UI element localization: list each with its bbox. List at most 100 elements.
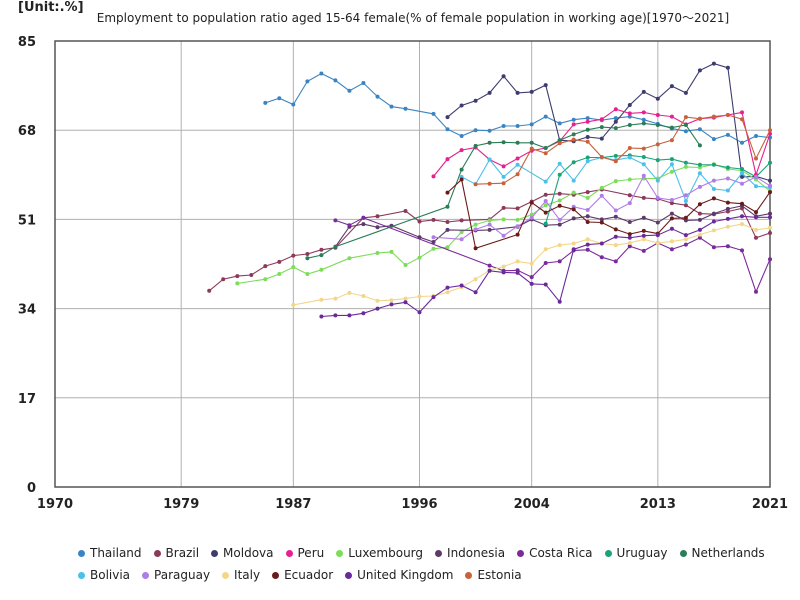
legend-marker <box>517 549 525 557</box>
legend-item[interactable]: Bolivia <box>78 568 130 582</box>
data-point-bolivia <box>740 171 744 176</box>
data-point-moldova <box>725 65 730 70</box>
data-point-peru <box>627 111 632 116</box>
unit-label: [Unit:.%] <box>18 0 84 15</box>
legend-item[interactable]: Indonesia <box>435 546 505 560</box>
legend-label: Luxembourg <box>348 546 424 560</box>
data-point-brazil <box>557 191 562 196</box>
data-point-brazil <box>235 274 240 279</box>
data-point-indonesia <box>725 206 730 211</box>
data-point-united-kingdom <box>669 226 674 231</box>
data-point-bolivia <box>711 187 716 191</box>
data-point-ecuador <box>557 203 562 208</box>
data-point-italy <box>375 298 380 303</box>
legend-item[interactable]: Paraguay <box>142 568 210 582</box>
data-point-thailand <box>361 81 366 85</box>
data-point-estonia <box>613 159 618 164</box>
data-point-brazil <box>543 192 548 197</box>
data-point-indonesia <box>655 220 660 225</box>
data-point-paraguay <box>754 174 758 179</box>
legend-marker <box>679 549 687 557</box>
legend-item[interactable]: Thailand <box>78 546 142 560</box>
data-point-indonesia <box>627 220 632 224</box>
data-point-moldova <box>487 90 492 95</box>
data-point-moldova <box>473 98 478 103</box>
data-point-netherlands <box>543 146 548 150</box>
legend-item[interactable]: Netherlands <box>679 546 765 560</box>
data-point-moldova <box>515 90 520 95</box>
legend-marker <box>211 549 219 557</box>
data-point-costa-rica <box>543 261 548 265</box>
data-point-bolivia <box>571 178 576 183</box>
data-point-netherlands <box>641 121 646 126</box>
data-point-italy <box>291 302 296 307</box>
data-point-brazil <box>417 219 422 224</box>
data-point-luxembourg <box>683 164 688 169</box>
data-point-united-kingdom <box>683 233 688 238</box>
legend-item[interactable]: Peru <box>285 546 324 560</box>
data-point-netherlands <box>557 138 562 143</box>
data-point-ecuador <box>613 227 618 232</box>
data-point-costa-rica <box>711 245 716 250</box>
data-point-netherlands <box>697 143 702 148</box>
data-point-ecuador <box>445 190 450 195</box>
data-point-ecuador <box>585 220 590 224</box>
data-point-united-kingdom <box>740 214 744 219</box>
data-point-united-kingdom <box>599 241 604 246</box>
data-point-thailand <box>529 122 534 127</box>
data-point-bolivia <box>641 162 646 167</box>
legend-item[interactable]: Luxembourg <box>336 546 423 560</box>
legend-item[interactable]: Italy <box>222 568 260 582</box>
data-point-luxembourg <box>501 217 506 222</box>
data-point-netherlands <box>501 140 506 145</box>
data-point-united-kingdom <box>375 306 380 311</box>
data-point-moldova <box>740 174 744 179</box>
x-tick-label: 1970 <box>37 497 73 512</box>
data-point-peru <box>459 148 464 153</box>
data-point-costa-rica <box>529 275 534 280</box>
data-point-paraguay <box>501 233 506 238</box>
y-tick-label: 68 <box>18 124 36 139</box>
data-point-united-kingdom <box>417 310 422 315</box>
data-point-united-kingdom <box>501 270 506 275</box>
data-point-brazil <box>305 252 310 256</box>
data-point-united-kingdom <box>515 270 520 275</box>
data-point-united-kingdom <box>725 216 730 221</box>
legend-label: Paraguay <box>154 568 211 582</box>
legend-item[interactable]: Moldova <box>211 546 274 560</box>
legend-item[interactable]: Estonia <box>465 568 522 582</box>
data-point-netherlands <box>473 143 478 148</box>
data-point-luxembourg <box>515 217 520 222</box>
data-point-united-kingdom <box>711 219 716 224</box>
data-point-estonia <box>740 117 744 122</box>
data-point-paraguay <box>740 181 744 186</box>
legend-item[interactable]: Brazil <box>153 546 199 560</box>
data-point-uruguay <box>725 165 730 170</box>
data-point-luxembourg <box>263 277 268 282</box>
legend-item[interactable]: Costa Rica <box>517 546 593 560</box>
data-point-bolivia <box>669 162 674 167</box>
data-point-peru <box>585 119 590 124</box>
data-point-united-kingdom <box>641 233 646 238</box>
legend-marker <box>285 549 293 557</box>
data-point-uruguay <box>740 167 744 171</box>
x-tick-label: 1996 <box>401 497 437 512</box>
data-point-estonia <box>697 116 702 121</box>
legend-item[interactable]: Uruguay <box>604 546 668 560</box>
data-point-netherlands <box>683 123 688 127</box>
data-point-costa-rica <box>725 244 730 249</box>
plot-frame <box>54 40 771 488</box>
data-point-bolivia <box>543 179 548 184</box>
data-point-luxembourg <box>459 230 464 234</box>
legend-item[interactable]: United Kingdom <box>345 568 453 582</box>
series-peru <box>431 107 772 179</box>
data-point-brazil <box>627 193 632 198</box>
legend-item[interactable]: Ecuador <box>272 568 333 582</box>
data-point-brazil <box>249 273 254 277</box>
data-point-netherlands <box>333 244 338 249</box>
data-point-united-kingdom <box>754 215 758 220</box>
data-point-uruguay <box>585 155 590 160</box>
data-point-moldova <box>459 103 464 108</box>
data-point-paraguay <box>697 184 702 189</box>
data-point-paraguay <box>487 222 492 227</box>
